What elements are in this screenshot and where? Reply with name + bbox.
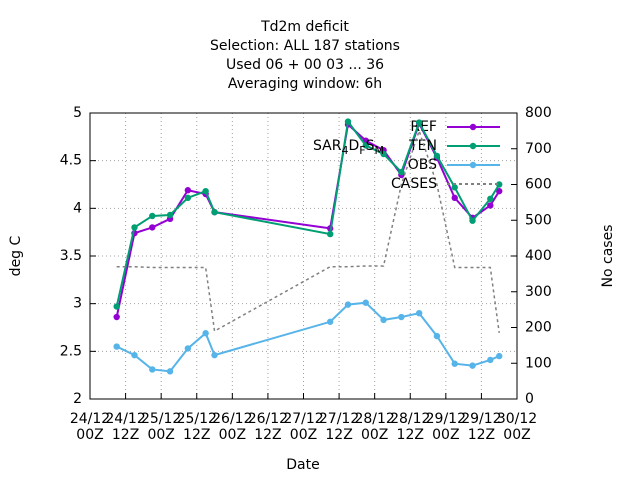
y2-tick-label: 300 xyxy=(525,284,552,300)
data-point xyxy=(415,119,423,126)
data-point xyxy=(433,152,441,160)
data-point xyxy=(496,181,503,188)
chart-title: Used 06 + 00 03 ... 36 xyxy=(226,57,384,73)
data-point xyxy=(380,150,387,158)
y-tick-label: 4 xyxy=(73,200,82,216)
y-tick-label: 5 xyxy=(73,105,82,121)
y-tick-label: 4.5 xyxy=(60,153,82,169)
series-line xyxy=(115,120,501,318)
x-tick-label: 26/12 12Z xyxy=(248,411,288,443)
data-point xyxy=(380,316,387,324)
data-point xyxy=(469,217,476,224)
series-line xyxy=(116,128,500,333)
y2-tick-label: 800 xyxy=(525,105,552,121)
y2-tick-label: 0 xyxy=(525,391,534,407)
legend-label: CASES xyxy=(391,176,437,192)
data-point xyxy=(202,330,209,337)
data-point xyxy=(344,301,352,308)
data-point xyxy=(113,313,120,321)
data-point xyxy=(451,184,458,191)
data-point xyxy=(184,345,192,352)
x-tick-label: 30/12 00Z xyxy=(497,411,537,443)
legend-marker xyxy=(469,123,477,131)
x-tick-label: 28/12 12Z xyxy=(390,411,430,443)
data-point xyxy=(398,313,405,321)
data-point xyxy=(415,310,423,317)
x-tick-label: 27/12 12Z xyxy=(319,411,359,443)
x-tick-label: 25/12 00Z xyxy=(141,411,181,443)
y-tick-label: 3 xyxy=(73,296,82,312)
data-point xyxy=(344,118,352,125)
data-point xyxy=(451,194,458,202)
data-point xyxy=(326,318,334,325)
data-point xyxy=(149,212,156,220)
data-point xyxy=(149,224,156,231)
data-point xyxy=(149,366,156,373)
x-tick-label: 27/12 00Z xyxy=(283,411,323,443)
chart-title: Selection: ALL 187 stations xyxy=(210,38,400,54)
legend-title: SAR4DFSM xyxy=(313,138,384,157)
data-point xyxy=(202,187,209,195)
y-axis-label: deg C xyxy=(8,235,24,276)
data-point xyxy=(451,360,458,367)
y-tick-label: 3.5 xyxy=(60,248,82,264)
y2-tick-label: 700 xyxy=(525,141,552,157)
x-tick-label: 26/12 00Z xyxy=(212,411,252,443)
series-line xyxy=(116,301,500,373)
y2-tick-label: 100 xyxy=(525,355,552,371)
data-point xyxy=(113,343,120,350)
y-tick-label: 2 xyxy=(73,391,82,407)
data-point xyxy=(469,362,476,369)
x-axis-label: Date xyxy=(286,457,319,473)
y2-tick-label: 500 xyxy=(525,212,552,228)
data-point xyxy=(184,194,192,202)
y2-tick-label: 200 xyxy=(525,320,552,336)
x-tick-label: 24/12 12Z xyxy=(105,411,145,443)
data-point xyxy=(362,142,369,149)
chart-title: Averaging window: 6h xyxy=(228,76,382,92)
data-point xyxy=(113,303,120,310)
data-point xyxy=(131,351,138,359)
data-point xyxy=(184,187,192,194)
legend-marker xyxy=(469,142,477,150)
data-point xyxy=(487,356,494,364)
data-point xyxy=(362,299,369,306)
x-tick-label: 24/12 00Z xyxy=(70,411,110,443)
y2-tick-label: 600 xyxy=(525,177,552,193)
legend-label: TEN xyxy=(408,138,437,154)
plot-frame xyxy=(89,112,518,400)
y2-axis-label: No cases xyxy=(600,225,616,288)
data-point xyxy=(326,230,334,238)
data-point xyxy=(487,202,494,209)
data-point xyxy=(398,168,405,176)
x-tick-label: 29/12 12Z xyxy=(461,411,501,443)
data-point xyxy=(433,332,441,340)
data-point xyxy=(166,211,174,219)
legend-marker xyxy=(469,161,477,169)
data-point xyxy=(211,351,218,359)
y2-tick-label: 400 xyxy=(525,248,552,264)
data-point xyxy=(166,368,174,375)
data-point xyxy=(496,352,503,360)
data-point xyxy=(131,224,138,231)
chart-title: Td2m deficit xyxy=(260,19,349,35)
x-tick-label: 28/12 00Z xyxy=(354,411,394,443)
x-tick-label: 29/12 00Z xyxy=(426,411,466,443)
data-point xyxy=(211,208,218,216)
legend-label: OBS xyxy=(408,157,437,173)
data-point xyxy=(496,187,503,195)
x-tick-label: 25/12 12Z xyxy=(177,411,217,443)
data-point xyxy=(487,195,494,202)
y-tick-label: 2.5 xyxy=(60,343,82,359)
